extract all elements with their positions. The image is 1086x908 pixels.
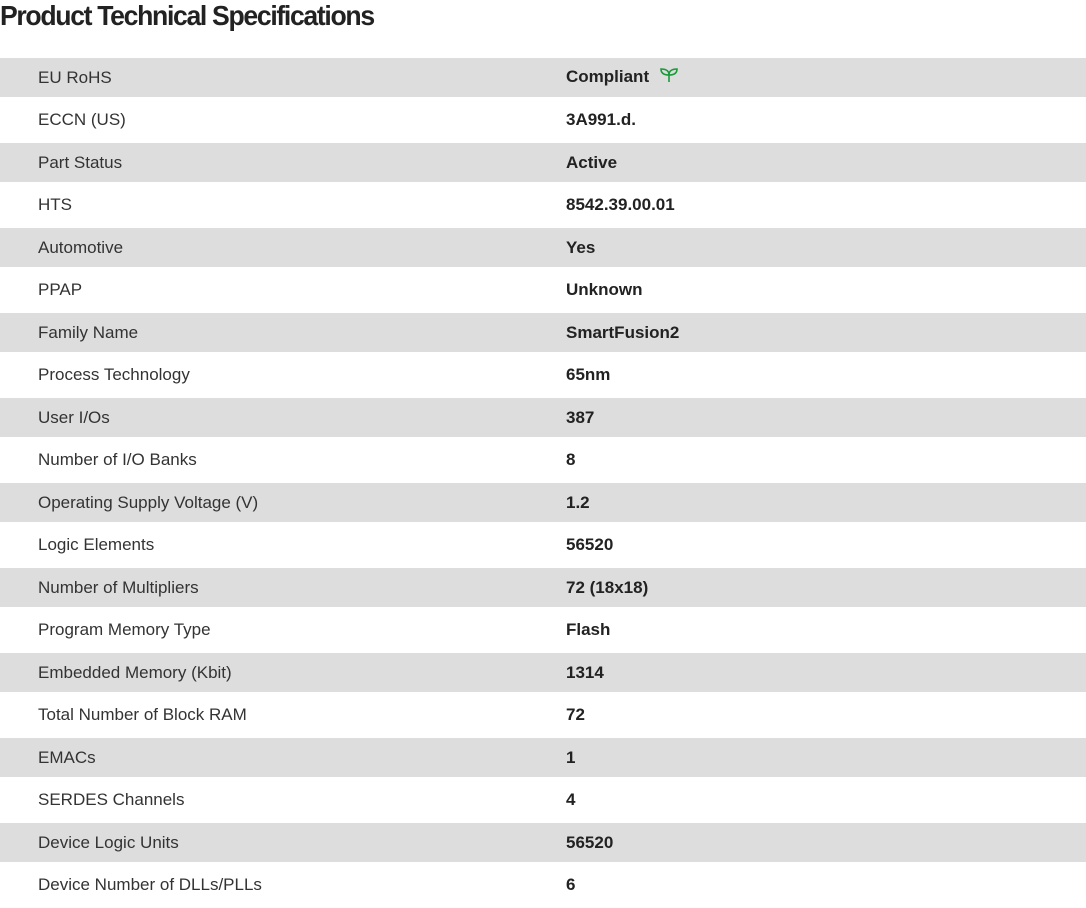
spec-value: 387 <box>566 398 1086 437</box>
spec-value-text: 56520 <box>566 535 614 554</box>
spec-value-text: Active <box>566 152 618 172</box>
leaf-icon <box>659 67 679 88</box>
spec-label: Family Name <box>0 313 566 352</box>
spec-value-text: 1.2 <box>566 492 590 512</box>
spec-value-text: 3A991.d. <box>566 110 636 129</box>
spec-label: Device Number of DLLs/PLLs <box>0 862 566 908</box>
spec-value-text: 1 <box>566 747 576 767</box>
spec-value-text: 1314 <box>566 662 604 682</box>
spec-value: 6 <box>566 862 1086 908</box>
spec-value: 1314 <box>566 653 1086 692</box>
spec-value: Active <box>566 143 1086 182</box>
spec-value: Yes <box>566 228 1086 267</box>
spec-row: User I/Os 387 <box>0 398 1086 437</box>
spec-row: PPAP Unknown <box>0 267 1086 313</box>
spec-value-text: SmartFusion2 <box>566 322 680 342</box>
spec-row: Total Number of Block RAM 72 <box>0 692 1086 738</box>
spec-value: 72 (18x18) <box>566 568 1086 607</box>
spec-value: 72 <box>566 692 1086 738</box>
spec-label: Total Number of Block RAM <box>0 692 566 738</box>
page-title: Product Technical Specifications <box>0 0 375 31</box>
spec-row: Number of I/O Banks 8 <box>0 437 1086 483</box>
spec-label: EU RoHS <box>0 58 566 97</box>
spec-value: Flash <box>566 607 1086 653</box>
spec-row: Automotive Yes <box>0 228 1086 267</box>
spec-label: Automotive <box>0 228 566 267</box>
spec-value: Compliant <box>566 58 1086 97</box>
spec-label: SERDES Channels <box>0 777 566 823</box>
spec-row: Logic Elements 56520 <box>0 522 1086 568</box>
spec-value-text: 8542.39.00.01 <box>566 195 675 214</box>
spec-row: ECCN (US) 3A991.d. <box>0 97 1086 143</box>
spec-row: Process Technology 65nm <box>0 352 1086 398</box>
spec-value: SmartFusion2 <box>566 313 1086 352</box>
spec-value: 56520 <box>566 823 1086 862</box>
spec-label: Number of I/O Banks <box>0 437 566 483</box>
spec-row: SERDES Channels 4 <box>0 777 1086 823</box>
spec-value: Unknown <box>566 267 1086 313</box>
spec-label: HTS <box>0 182 566 228</box>
spec-label: Operating Supply Voltage (V) <box>0 483 566 522</box>
spec-row: Number of Multipliers 72 (18x18) <box>0 568 1086 607</box>
spec-label: Embedded Memory (Kbit) <box>0 653 566 692</box>
spec-value: 1 <box>566 738 1086 777</box>
spec-label: Logic Elements <box>0 522 566 568</box>
spec-label: Part Status <box>0 143 566 182</box>
spec-label: ECCN (US) <box>0 97 566 143</box>
spec-value-text: Unknown <box>566 280 643 299</box>
spec-row: HTS 8542.39.00.01 <box>0 182 1086 228</box>
spec-value-text: 387 <box>566 407 595 427</box>
spec-value-text: Flash <box>566 620 611 639</box>
spec-label: PPAP <box>0 267 566 313</box>
spec-value-text: 72 <box>566 705 585 724</box>
spec-row: Family Name SmartFusion2 <box>0 313 1086 352</box>
spec-label: Number of Multipliers <box>0 568 566 607</box>
spec-row: Embedded Memory (Kbit) 1314 <box>0 653 1086 692</box>
spec-value-text: 8 <box>566 450 576 469</box>
spec-row: EMACs 1 <box>0 738 1086 777</box>
spec-label: User I/Os <box>0 398 566 437</box>
spec-row: Device Logic Units 56520 <box>0 823 1086 862</box>
spec-row: Program Memory Type Flash <box>0 607 1086 653</box>
spec-label: Device Logic Units <box>0 823 566 862</box>
spec-row: EU RoHS Compliant <box>0 58 1086 97</box>
spec-value: 65nm <box>566 352 1086 398</box>
spec-value: 56520 <box>566 522 1086 568</box>
spec-value-text: 6 <box>566 875 576 894</box>
spec-label: Process Technology <box>0 352 566 398</box>
spec-value-text: Yes <box>566 237 596 257</box>
spec-value-text: 72 (18x18) <box>566 577 649 597</box>
spec-value: 8542.39.00.01 <box>566 182 1086 228</box>
spec-table: EU RoHS Compliant ECCN (US) 3A991.d. Part St… <box>0 58 1086 908</box>
spec-label: Program Memory Type <box>0 607 566 653</box>
spec-label: EMACs <box>0 738 566 777</box>
spec-value: 4 <box>566 777 1086 823</box>
spec-value: 3A991.d. <box>566 97 1086 143</box>
spec-row: Device Number of DLLs/PLLs 6 <box>0 862 1086 908</box>
spec-value-text: 4 <box>566 790 576 809</box>
spec-row: Part Status Active <box>0 143 1086 182</box>
spec-value: 1.2 <box>566 483 1086 522</box>
spec-value: 8 <box>566 437 1086 483</box>
spec-value-text: 56520 <box>566 832 614 852</box>
spec-row: Operating Supply Voltage (V) 1.2 <box>0 483 1086 522</box>
spec-value-text: Compliant <box>566 66 650 86</box>
spec-value-text: 65nm <box>566 365 611 384</box>
